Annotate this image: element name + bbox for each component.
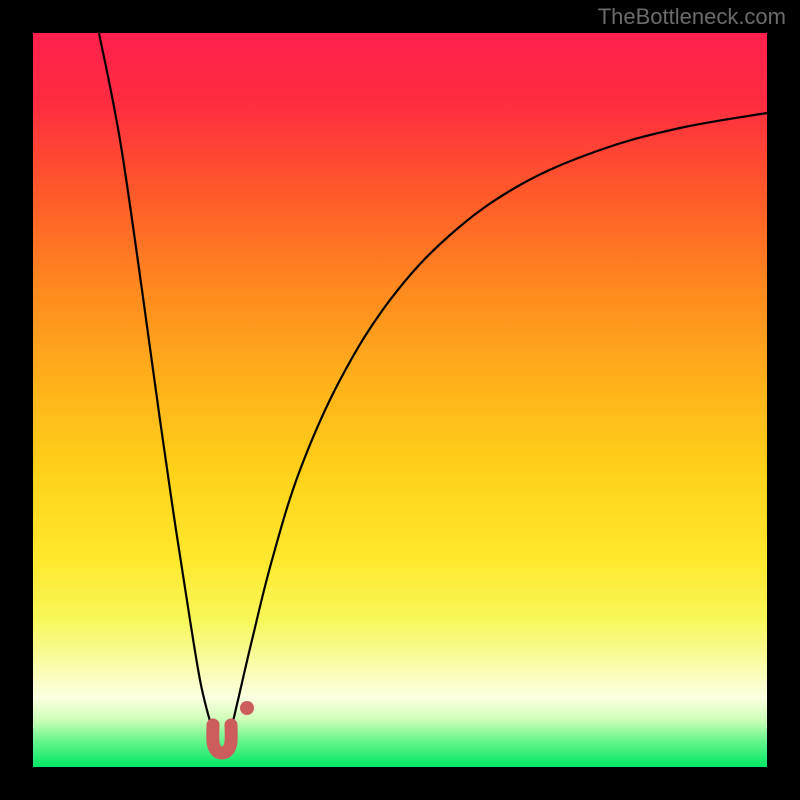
gradient-background [33,33,767,767]
chart-stage: TheBottleneck.com [0,0,800,800]
watermark-text: TheBottleneck.com [598,4,786,30]
bottleneck-chart [0,0,800,800]
optimal-point-dot [240,701,254,715]
